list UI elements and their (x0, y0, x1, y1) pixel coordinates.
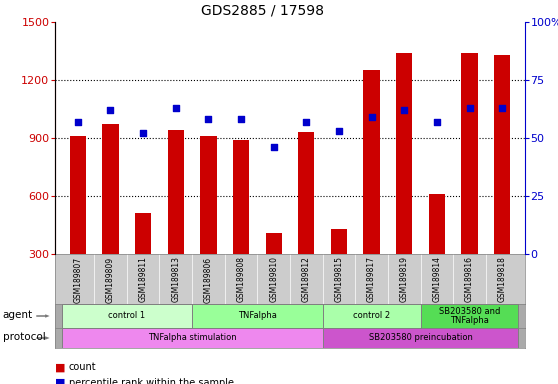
Text: agent: agent (3, 310, 33, 320)
Bar (298, 132, 315, 254)
Bar (233, 140, 249, 254)
Text: SB203580 and
TNFalpha: SB203580 and TNFalpha (439, 307, 500, 325)
Point (498, 105, 507, 111)
Text: ■: ■ (55, 362, 65, 372)
Text: GSM189819: GSM189819 (400, 257, 409, 303)
Bar (70, 136, 86, 254)
Text: GSM189814: GSM189814 (432, 257, 441, 303)
Bar (494, 55, 511, 254)
Point (432, 119, 441, 125)
Point (237, 116, 246, 122)
Point (367, 114, 376, 120)
Bar (102, 124, 119, 254)
Bar (461, 53, 478, 254)
Bar (167, 130, 184, 254)
Text: GSM189809: GSM189809 (106, 257, 115, 303)
Point (204, 116, 213, 122)
Point (138, 130, 147, 136)
Text: protocol: protocol (3, 332, 46, 342)
Bar (323, 305, 421, 328)
Text: GDS2885 / 17598: GDS2885 / 17598 (200, 3, 324, 17)
Text: GSM189812: GSM189812 (302, 257, 311, 302)
Text: TNFalpha: TNFalpha (238, 311, 277, 321)
Bar (421, 305, 518, 328)
Text: GSM189808: GSM189808 (237, 257, 246, 303)
Bar (61, 328, 323, 348)
Point (400, 107, 408, 113)
Text: GSM189813: GSM189813 (171, 257, 180, 303)
Bar (429, 194, 445, 254)
Text: ■: ■ (55, 377, 65, 384)
Text: percentile rank within the sample: percentile rank within the sample (69, 377, 234, 384)
Text: GSM189818: GSM189818 (498, 257, 507, 302)
Bar (61, 305, 192, 328)
Text: SB203580 preincubation: SB203580 preincubation (369, 333, 473, 343)
Point (171, 105, 180, 111)
Bar (192, 305, 323, 328)
Bar (266, 233, 282, 254)
Bar (200, 136, 217, 254)
Point (269, 144, 278, 151)
Point (74, 119, 83, 125)
Bar (331, 229, 347, 254)
Text: count: count (69, 362, 97, 372)
Point (334, 128, 343, 134)
Text: GSM189806: GSM189806 (204, 257, 213, 303)
Text: control 1: control 1 (108, 311, 146, 321)
Text: GSM189817: GSM189817 (367, 257, 376, 303)
Bar (135, 214, 151, 254)
Text: GSM189816: GSM189816 (465, 257, 474, 303)
Text: GSM189815: GSM189815 (334, 257, 344, 303)
Text: GSM189807: GSM189807 (73, 257, 83, 303)
Text: GSM189810: GSM189810 (269, 257, 278, 303)
Text: control 2: control 2 (353, 311, 390, 321)
Bar (323, 328, 518, 348)
Point (302, 119, 311, 125)
Bar (363, 70, 380, 254)
Bar (396, 53, 412, 254)
Text: TNFalpha stimulation: TNFalpha stimulation (148, 333, 237, 343)
Point (465, 105, 474, 111)
Point (106, 107, 115, 113)
Text: GSM189811: GSM189811 (138, 257, 148, 302)
